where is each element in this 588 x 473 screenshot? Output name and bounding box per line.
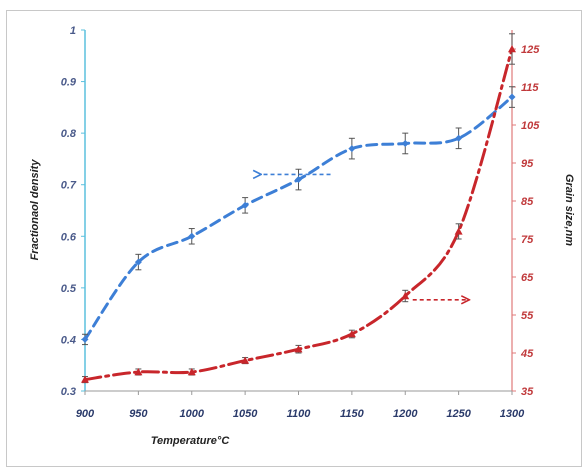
x-tick-label: 1050 (233, 408, 258, 420)
y-left-tick-label: 0.8 (61, 128, 77, 140)
y-left-tick-label: 0.6 (61, 231, 77, 243)
y-right-tick-label: 95 (521, 158, 534, 170)
x-tick-label: 1250 (446, 408, 471, 420)
axes-group (85, 30, 512, 391)
plot-group (81, 34, 516, 383)
y-left-tick-label: 0.3 (61, 386, 76, 398)
x-axis-title: Temperature°C (151, 435, 231, 447)
series-1-point (509, 94, 516, 101)
y-right-tick-label: 75 (521, 234, 534, 246)
x-tick-label: 1100 (287, 408, 312, 420)
y-left-axis-title: Fractionaol density (29, 159, 41, 261)
y-right-tick-label: 125 (521, 44, 540, 56)
series-1-point (348, 145, 355, 152)
series-1-point (402, 140, 409, 147)
series-1-line (85, 97, 512, 339)
y-right-tick-label: 35 (521, 386, 534, 398)
x-tick-label: 1000 (180, 408, 205, 420)
y-right-tick-label: 115 (521, 82, 539, 94)
y-right-axis-title: Grain size,nm (563, 174, 575, 246)
y-left-tick-label: 0.7 (61, 180, 77, 192)
x-tick-label: 1300 (500, 408, 525, 420)
y-left-tick-label: 1 (70, 25, 76, 37)
y-right-tick-label: 45 (520, 348, 534, 360)
y-right-tick-label: 105 (521, 120, 540, 132)
y-right-tick-label: 55 (521, 310, 534, 322)
y-right-tick-label: 85 (521, 196, 534, 208)
x-tick-label: 950 (129, 408, 148, 420)
y-left-tick-label: 0.5 (61, 283, 77, 295)
y-right-tick-label: 65 (521, 272, 534, 284)
x-tick-label: 1200 (393, 408, 418, 420)
ticks-group: 0.3 0.4 0.5 0.6 0.7 0.8 0.9 1 35 45 55 65 75 85 95 105 1… (61, 25, 541, 420)
y-left-tick-label: 0.9 (61, 77, 77, 89)
series-2-line (85, 49, 512, 380)
y-left-tick-label: 0.4 (61, 334, 76, 346)
x-tick-label: 1150 (340, 408, 365, 420)
x-tick-label: 900 (76, 408, 95, 420)
